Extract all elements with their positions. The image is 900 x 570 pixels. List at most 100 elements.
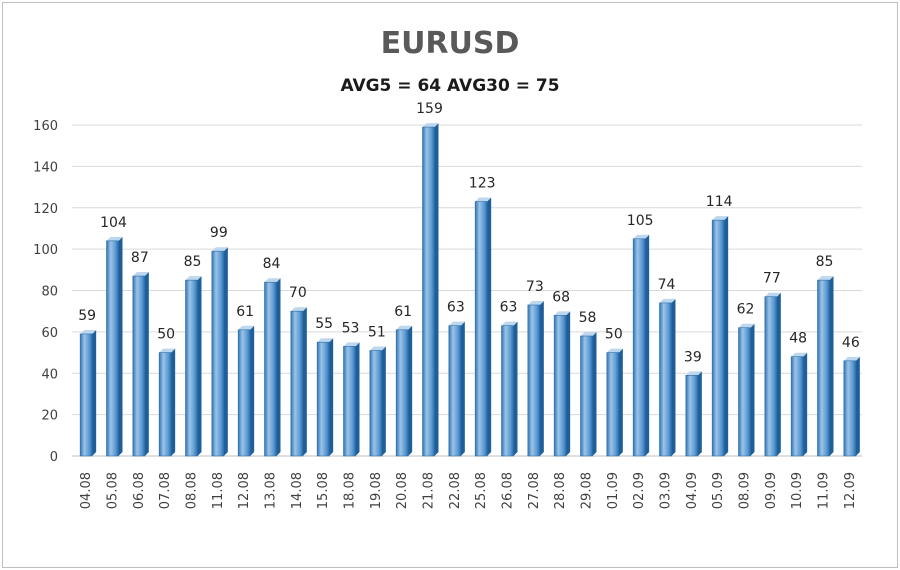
bar <box>632 234 650 457</box>
bar <box>422 123 439 457</box>
data-label: 105 <box>627 213 654 229</box>
bar-top <box>185 276 202 281</box>
bar <box>316 338 334 457</box>
y-tick-label: 20 <box>41 409 58 424</box>
bar-side <box>513 321 518 456</box>
x-tick-label: 21.08 <box>422 472 437 509</box>
y-tick-label: 0 <box>50 450 58 465</box>
bar-top <box>554 311 571 316</box>
bar-top <box>132 272 149 277</box>
bar-front <box>237 329 251 457</box>
data-label: 77 <box>763 271 781 287</box>
bar-side <box>197 276 202 456</box>
bar-top <box>817 276 834 281</box>
bar-front <box>211 250 225 457</box>
bar-front <box>817 279 830 457</box>
data-label: 114 <box>706 194 733 210</box>
bar <box>501 321 518 457</box>
bar-front <box>369 350 383 457</box>
data-label: 58 <box>579 310 597 326</box>
x-tick-label: 03.09 <box>659 472 674 509</box>
bar-front <box>711 219 725 457</box>
bar-top <box>422 123 439 128</box>
bar-front <box>79 333 93 457</box>
bar <box>764 292 781 457</box>
bar-side <box>434 123 439 456</box>
bar-top <box>712 216 729 221</box>
x-tick-label: 25.08 <box>474 472 489 509</box>
bar-side <box>724 216 729 456</box>
bar-front <box>790 356 804 457</box>
data-labels: 59 104 87 50 85 99 61 84 70 55 53 51 61 159 63 123 63 73 6… <box>78 101 860 365</box>
data-label: 104 <box>100 215 127 231</box>
x-tick-label: 10.09 <box>790 472 805 509</box>
bar-top <box>159 348 176 353</box>
data-label: 61 <box>236 304 254 320</box>
data-label: 70 <box>289 285 307 301</box>
bar-front <box>422 126 435 457</box>
x-tick-label: 05.09 <box>711 472 726 509</box>
bar-top <box>606 348 623 353</box>
bar-top <box>685 371 702 376</box>
x-tick-label: 18.08 <box>343 472 358 509</box>
data-label: 61 <box>394 304 412 320</box>
bar-top <box>396 325 413 330</box>
bar <box>448 321 465 457</box>
x-tick-label: 11.09 <box>817 472 832 509</box>
bar-top <box>475 197 492 202</box>
bar-side <box>92 329 97 456</box>
x-tick-label: 28.08 <box>553 472 568 509</box>
x-tick-label: 05.08 <box>106 472 121 509</box>
data-label: 85 <box>184 254 202 270</box>
bar-top <box>343 342 360 347</box>
bar-side <box>539 300 544 456</box>
bar <box>738 323 755 457</box>
bar-front <box>106 240 119 457</box>
bar <box>237 325 255 457</box>
bar-front <box>132 275 146 457</box>
bar <box>474 197 492 457</box>
data-label: 87 <box>131 250 149 266</box>
bar-side <box>355 342 360 456</box>
bar-front <box>580 335 593 457</box>
bar-front <box>343 346 356 457</box>
bar-side <box>381 346 386 456</box>
bar <box>158 348 176 457</box>
bar-side <box>329 338 334 456</box>
data-label: 53 <box>342 320 360 336</box>
bar <box>106 236 123 457</box>
data-label: 50 <box>157 327 175 343</box>
bar-front <box>290 310 304 457</box>
bar-front <box>264 281 277 457</box>
bar-front <box>316 341 330 457</box>
chart-title: EURUSD <box>380 26 520 61</box>
bar-top <box>106 236 123 241</box>
bar <box>211 247 228 457</box>
x-tick-label: 26.08 <box>501 472 516 509</box>
bar-side <box>302 307 307 456</box>
y-tick-label: 100 <box>33 243 58 258</box>
bar-side <box>487 197 492 456</box>
x-tick-label: 22.08 <box>448 472 463 509</box>
bar-front <box>764 296 778 457</box>
x-tick-label: 15.08 <box>316 472 331 509</box>
data-label: 50 <box>605 327 623 343</box>
bar-top <box>633 234 650 239</box>
bar-top <box>764 292 781 297</box>
x-tick-label: 06.08 <box>132 472 147 509</box>
x-tick-label: 04.08 <box>79 472 94 509</box>
y-tick-label: 140 <box>33 160 58 175</box>
x-tick-label: 14.08 <box>290 472 305 509</box>
bar-front <box>843 360 857 457</box>
bar-front <box>553 315 567 457</box>
bar <box>264 278 281 457</box>
bar <box>685 371 702 457</box>
x-tick-label: 27.08 <box>527 472 542 509</box>
y-tick-label: 80 <box>41 285 58 300</box>
x-tick-label: 02.09 <box>632 472 647 509</box>
data-label: 85 <box>816 254 834 270</box>
bar-side <box>250 325 255 456</box>
bar-front <box>474 201 488 457</box>
